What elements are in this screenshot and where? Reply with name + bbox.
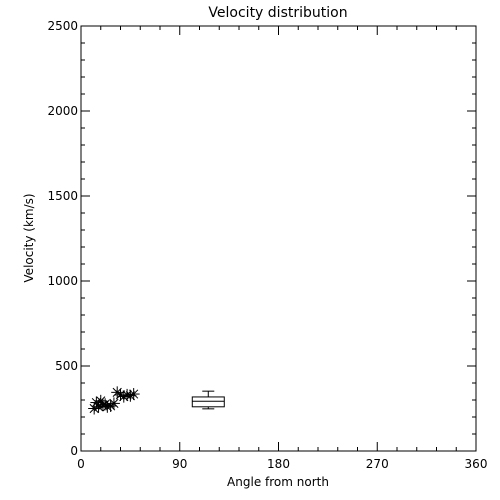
tick-labels: 0 90 180 270 360 0 500 1000 1500 2000 2500 [47,19,487,471]
y-axis-label: Velocity (km/s) [22,193,36,282]
boxplot [191,390,225,410]
y-tick-label: 500 [55,359,78,373]
y-tick-label: 1500 [47,189,78,203]
y-tick-label: 2000 [47,104,78,118]
chart-title: Velocity distribution [208,5,347,21]
box-iqr [191,396,225,408]
y-tick-label: 1000 [47,274,78,288]
x-tick-label: 270 [366,457,389,471]
x-tick-label: 0 [77,457,85,471]
data-point [127,388,140,401]
data-point [104,399,117,412]
axis-ticks [80,25,477,452]
data-point [107,397,120,410]
x-tick-label: 90 [172,457,187,471]
x-tick-label: 180 [267,457,290,471]
y-tick-label: 0 [70,444,78,458]
plot-frame [80,25,477,452]
data-marks [88,386,140,415]
y-tick-label: 2500 [47,19,78,33]
x-axis-label: Angle from north [227,475,329,489]
data-point [124,389,137,402]
data-point [117,390,130,403]
x-tick-label: 360 [465,457,488,471]
